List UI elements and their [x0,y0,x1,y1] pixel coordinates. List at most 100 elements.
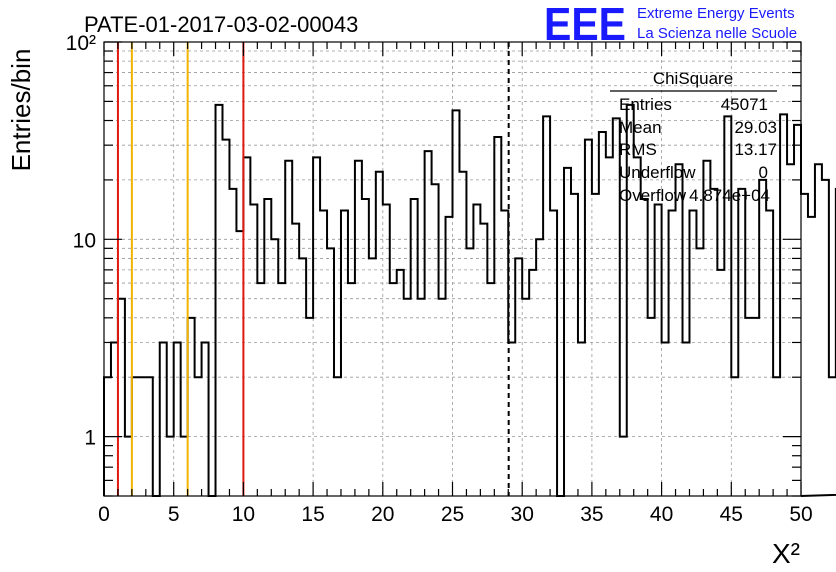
y-tick-label: 10 [73,229,96,252]
histogram-bin [717,270,724,496]
histogram-bin [634,157,641,496]
histogram-bin [466,248,473,496]
histogram-bin [418,299,425,496]
stats-value-rms: 13.17 [734,140,777,159]
histogram-bin [216,105,223,496]
histogram-bin [536,239,543,496]
y-tick-label: 1 [84,427,96,450]
chart-title: PATE-01-2017-03-02-00043 [84,12,358,37]
stats-value-underflow: 0 [759,163,768,182]
stats-label-underflow: Underflow [619,163,696,182]
histogram-bin [829,377,836,496]
eee-logo: EEE Extreme Energy Events La Scienza nel… [544,0,797,50]
stats-value-overflow: 4.874e+04 [689,186,770,205]
histogram-bin [320,210,327,496]
stats-label-entries: Entries [619,95,672,114]
x-tick-label: 15 [301,503,324,526]
histogram-bin [494,137,501,496]
histogram-bin [794,125,801,496]
histogram-bin [543,116,550,496]
stats-label-mean: Mean [619,118,662,137]
x-tick-label: 45 [720,503,743,526]
histogram-bin [508,342,515,496]
x-tick-label: 0 [98,503,110,526]
x-tick-label: 5 [168,503,180,526]
y-axis-label: Entries/bin [6,49,36,172]
histogram-bin [160,342,167,496]
histogram-bin [362,199,369,496]
histogram-bin [745,318,752,496]
stats-value-mean: 29.03 [734,118,777,137]
x-axis-ticks: 0 5 10 15 20 25 30 35 40 45 50 [98,42,813,526]
histogram-bin [648,318,655,496]
histogram-bin [766,210,773,496]
histogram-bin [606,157,613,496]
histogram-bin [801,194,808,496]
histogram-bin [341,210,348,496]
x-axis-label: X² [772,538,800,569]
histogram-bin [641,199,648,496]
histogram-bin [425,151,432,496]
x-tick-label: 30 [511,503,534,526]
histogram-bin [487,283,494,496]
stats-box: ChiSquare Entries 45071 Mean 29.03 RMS 1… [610,69,777,205]
histogram-bin [724,116,731,496]
x-tick-label: 40 [650,503,673,526]
histogram-bin [404,299,411,496]
histogram-bin [703,161,710,496]
histogram-bin [683,342,690,496]
histogram-bin [564,168,571,496]
histogram-bin [202,342,209,496]
histogram-bin [432,184,439,496]
histogram-bin [188,318,195,496]
histogram-bin [501,210,508,496]
histogram-bin [355,161,362,496]
histogram-bin [236,231,243,496]
histogram-bin [111,342,118,496]
histogram-bin [439,299,446,496]
histogram-bin [264,199,271,496]
cut-lines [116,42,510,496]
histogram-bin [578,342,585,496]
histogram-bin [306,318,313,496]
histogram-bars [103,103,836,497]
y-axis-ticks: 1 10 10² [66,32,801,497]
x-tick-label: 10 [232,503,255,526]
histogram-bin [599,132,606,496]
stats-label-overflow: Overflow [619,186,687,205]
histogram-bin [529,270,536,496]
histogram-bin [125,437,132,496]
histogram-bin [348,283,355,496]
histogram-bin [459,172,466,496]
histogram-bin [411,199,418,496]
histogram-bin [453,110,460,496]
stats-title: ChiSquare [653,69,733,88]
x-tick-label: 35 [580,503,603,526]
histogram-outline [103,103,836,497]
histogram-bin [390,283,397,496]
histogram-bin [822,180,829,496]
histogram-bin [808,217,815,496]
histogram-bin [118,299,125,496]
histogram-bin [243,157,250,496]
histogram-bin [167,437,174,496]
histogram-bin [620,437,627,496]
histogram-bin [181,437,188,496]
x-tick-label: 25 [441,503,464,526]
histogram-bin [780,114,787,496]
histogram-bin [696,248,703,496]
histogram-bin [278,283,285,496]
histogram-bin [752,318,759,496]
histogram-bin [285,161,292,496]
histogram-bin [662,342,669,496]
histogram-bin [787,164,794,496]
histogram-bin [550,210,557,496]
histogram-bin [480,224,487,496]
histogram-bin [376,172,383,496]
histogram-bin [174,342,181,496]
logo-line-1: Extreme Energy Events [637,5,795,22]
histogram-bin [522,299,529,496]
histogram-bin [313,157,320,496]
histogram-bin [689,210,696,496]
